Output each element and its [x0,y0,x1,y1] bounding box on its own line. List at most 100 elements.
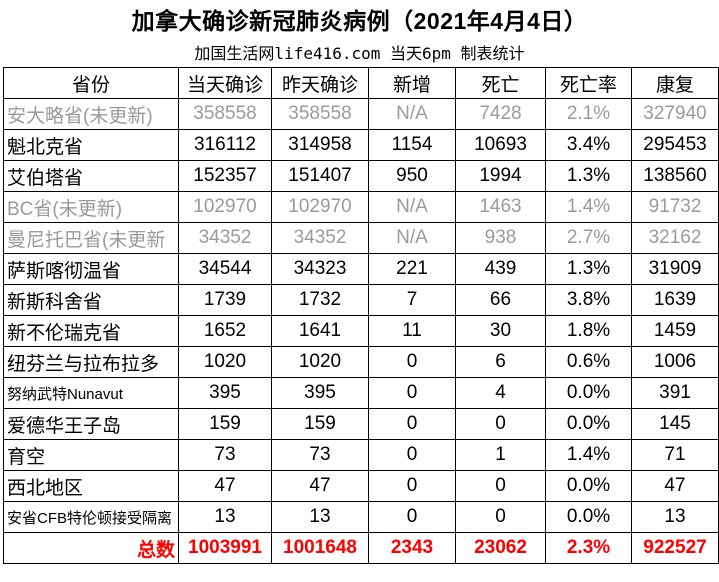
value-cell: 395 [178,377,272,409]
value-cell: 358558 [178,98,272,130]
column-header: 昨天确诊 [271,67,369,99]
value-cell: 1994 [455,160,546,192]
value-cell: 0.0% [545,501,632,533]
value-cell: 13 [178,501,272,533]
table-row: 育空 73 73 0 1 1.4% 71 [3,439,719,471]
value-cell: 0 [368,408,456,440]
table-row: 萨斯喀彻温省 34544 34323 221 439 1.3% 31909 [3,253,719,285]
value-cell: 71 [631,439,719,471]
value-cell: 34352 [178,222,272,254]
value-cell: N/A [368,191,456,223]
province-cell: 育空 [3,439,179,471]
value-cell: 1154 [368,129,456,161]
value-cell: 0.6% [545,346,632,378]
value-cell: 7 [368,284,456,316]
value-cell: 221 [368,253,456,285]
value-cell: 1732 [271,284,369,316]
total-value: 922527 [631,532,719,564]
value-cell: 391 [631,377,719,409]
value-cell: 47 [271,470,369,502]
column-header: 新增 [368,67,456,99]
value-cell: 1463 [455,191,546,223]
value-cell: 3.8% [545,284,632,316]
province-cell: 安省CFB特伦顿接受隔离 [3,501,179,533]
value-cell: 0 [368,377,456,409]
value-cell: 1020 [178,346,272,378]
value-cell: 316112 [178,129,272,161]
value-cell: 1.4% [545,439,632,471]
value-cell: 10693 [455,129,546,161]
value-cell: 0 [455,501,546,533]
total-value: 1001648 [271,532,369,564]
total-value: 23062 [455,532,546,564]
value-cell: 152357 [178,160,272,192]
cases-table: 省份 当天确诊 昨天确诊 新增 死亡 死亡率 康复 安大略省(未更新) 358558 35855… [3,67,719,564]
value-cell: 34544 [178,253,272,285]
value-cell: 1641 [271,315,369,347]
value-cell: 1 [455,439,546,471]
province-cell: 纽芬兰与拉布拉多 [3,346,179,378]
value-cell: 32162 [631,222,719,254]
value-cell: 314958 [271,129,369,161]
value-cell: 0 [455,408,546,440]
table-row: 魁北克省 316112 314958 1154 10693 3.4% 295453 [3,129,719,161]
value-cell: 13 [271,501,369,533]
header-row: 省份 当天确诊 昨天确诊 新增 死亡 死亡率 康复 [3,67,719,99]
total-value: 1003991 [178,532,272,564]
value-cell: 0.0% [545,408,632,440]
table-row: 曼尼托巴省(未更新 34352 34352 N/A 938 2.7% 32162 [3,222,719,254]
value-cell: 1459 [631,315,719,347]
value-cell: 0 [368,470,456,502]
value-cell: 2.7% [545,222,632,254]
value-cell: 159 [178,408,272,440]
column-header: 省份 [3,67,179,99]
table-row: 艾伯塔省 152357 151407 950 1994 1.3% 138560 [3,160,719,192]
province-cell: 新斯科舍省 [3,284,179,316]
province-cell: 艾伯塔省 [3,160,179,192]
value-cell: 395 [271,377,369,409]
value-cell: 4 [455,377,546,409]
value-cell: 31909 [631,253,719,285]
value-cell: 358558 [271,98,369,130]
value-cell: 938 [455,222,546,254]
table-row: 爱德华王子岛 159 159 0 0 0.0% 145 [3,408,719,440]
column-header: 死亡 [455,67,546,99]
column-header: 康复 [631,67,719,99]
value-cell: 1652 [178,315,272,347]
province-cell: 爱德华王子岛 [3,408,179,440]
value-cell: 138560 [631,160,719,192]
value-cell: 34352 [271,222,369,254]
province-cell: 萨斯喀彻温省 [3,253,179,285]
value-cell: 1.8% [545,315,632,347]
table-row: 新斯科舍省 1739 1732 7 66 3.8% 1639 [3,284,719,316]
province-cell: BC省(未更新) [3,191,179,223]
value-cell: 1006 [631,346,719,378]
table-row: 努纳武特Nunavut 395 395 0 4 0.0% 391 [3,377,719,409]
province-cell: 西北地区 [3,470,179,502]
value-cell: 151407 [271,160,369,192]
value-cell: 3.4% [545,129,632,161]
subtitle: 加国生活网life416.com 当天6pm 制表统计 [194,44,525,63]
value-cell: 1739 [178,284,272,316]
value-cell: 950 [368,160,456,192]
total-value: 2.3% [545,532,632,564]
value-cell: 102970 [271,191,369,223]
value-cell: 6 [455,346,546,378]
value-cell: 30 [455,315,546,347]
value-cell: 73 [271,439,369,471]
value-cell: 159 [271,408,369,440]
province-cell: 魁北克省 [3,129,179,161]
value-cell: 91732 [631,191,719,223]
value-cell: 0.0% [545,470,632,502]
value-cell: 1020 [271,346,369,378]
value-cell: 0.0% [545,377,632,409]
value-cell: 47 [178,470,272,502]
value-cell: 1.3% [545,160,632,192]
value-cell: 1.3% [545,253,632,285]
value-cell: 0 [368,439,456,471]
value-cell: 439 [455,253,546,285]
table-row: 安省CFB特伦顿接受隔离 13 13 0 0 0.0% 13 [3,501,719,533]
province-cell: 新不伦瑞克省 [3,315,179,347]
table-row: 新不伦瑞克省 1652 1641 11 30 1.8% 1459 [3,315,719,347]
value-cell: 0 [455,470,546,502]
